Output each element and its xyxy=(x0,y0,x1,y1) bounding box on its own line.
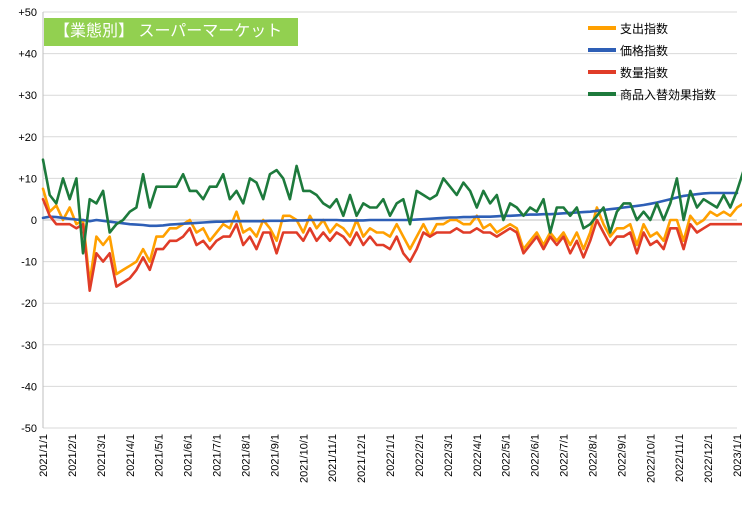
x-tick-label: 2022/10/1 xyxy=(645,434,657,483)
x-tick-label: 2021/12/1 xyxy=(356,434,368,483)
x-tick-label: 2022/6/1 xyxy=(530,434,542,477)
legend-label-quantity: 数量指数 xyxy=(620,65,669,80)
x-tick-label: 2022/1/1 xyxy=(385,434,397,477)
x-tick-label: 2021/4/1 xyxy=(125,434,137,477)
y-tick-label: +40 xyxy=(18,49,37,61)
x-tick-label: 2021/11/1 xyxy=(327,434,339,482)
y-tick-label: -10 xyxy=(21,257,37,269)
legend-swatch-price xyxy=(588,48,616,52)
legend-label-replacement: 商品入替効果指数 xyxy=(620,87,717,102)
x-tick-label: 2021/6/1 xyxy=(183,434,195,477)
y-axis-ticks: +50 +40 +30 +20 +10 0 -10 -20 -30 -40 -50 xyxy=(18,7,37,435)
x-tick-label: 2021/7/1 xyxy=(212,434,224,477)
x-tick-label: 2022/9/1 xyxy=(616,434,628,477)
chart-title: 【業態別】 スーパーマーケット xyxy=(44,18,298,46)
y-tick-label: +20 xyxy=(18,132,37,144)
series-line-spending xyxy=(41,187,742,284)
x-tick-label: 2021/1/1 xyxy=(38,434,50,477)
x-tick-label: 2023/1/1 xyxy=(732,434,742,477)
series-lines xyxy=(41,158,742,293)
series-line-replacement xyxy=(41,158,742,255)
x-tick-label: 2021/8/1 xyxy=(240,434,252,477)
legend: 支出指数 価格指数 数量指数 商品入替効果指数 xyxy=(588,17,716,105)
legend-item-quantity: 数量指数 xyxy=(588,61,716,83)
x-tick-label: 2021/3/1 xyxy=(96,434,108,477)
y-tick-label: 0 xyxy=(31,215,37,227)
x-tick-label: 2021/10/1 xyxy=(298,434,310,483)
y-tick-label: -20 xyxy=(21,298,37,310)
x-tick-label: 2022/8/1 xyxy=(587,434,599,477)
x-tick-label: 2022/7/1 xyxy=(559,434,571,477)
y-tick-label: -40 xyxy=(21,381,37,393)
x-tick-label: 2022/4/1 xyxy=(472,434,484,477)
legend-label-spending: 支出指数 xyxy=(620,21,669,36)
y-tick-label: +10 xyxy=(18,173,37,185)
x-tick-label: 2022/11/1 xyxy=(674,434,686,482)
x-tick-label: 2021/2/1 xyxy=(67,434,79,477)
x-axis-ticks: 2021/1/1 2021/2/1 2021/3/1 2021/4/1 2021/5/1… xyxy=(38,434,742,483)
x-tick-label: 2021/9/1 xyxy=(269,434,281,477)
x-tick-label: 2022/5/1 xyxy=(501,434,513,477)
legend-item-replacement: 商品入替効果指数 xyxy=(588,83,716,105)
legend-label-price: 価格指数 xyxy=(620,43,669,58)
legend-swatch-replacement xyxy=(588,92,616,96)
legend-swatch-spending xyxy=(588,26,616,30)
y-tick-label: -30 xyxy=(21,340,37,352)
legend-item-price: 価格指数 xyxy=(588,39,716,61)
legend-item-spending: 支出指数 xyxy=(588,17,716,39)
y-tick-label: +30 xyxy=(18,90,37,102)
x-tick-label: 2022/12/1 xyxy=(703,434,715,483)
x-tick-label: 2021/5/1 xyxy=(154,434,166,477)
x-tick-label: 2022/3/1 xyxy=(443,434,455,477)
y-tick-label: -50 xyxy=(21,423,37,435)
series-line-quantity xyxy=(41,197,742,293)
x-tick-label: 2022/2/1 xyxy=(414,434,426,477)
legend-swatch-quantity xyxy=(588,70,616,74)
y-tick-label: +50 xyxy=(18,7,37,19)
